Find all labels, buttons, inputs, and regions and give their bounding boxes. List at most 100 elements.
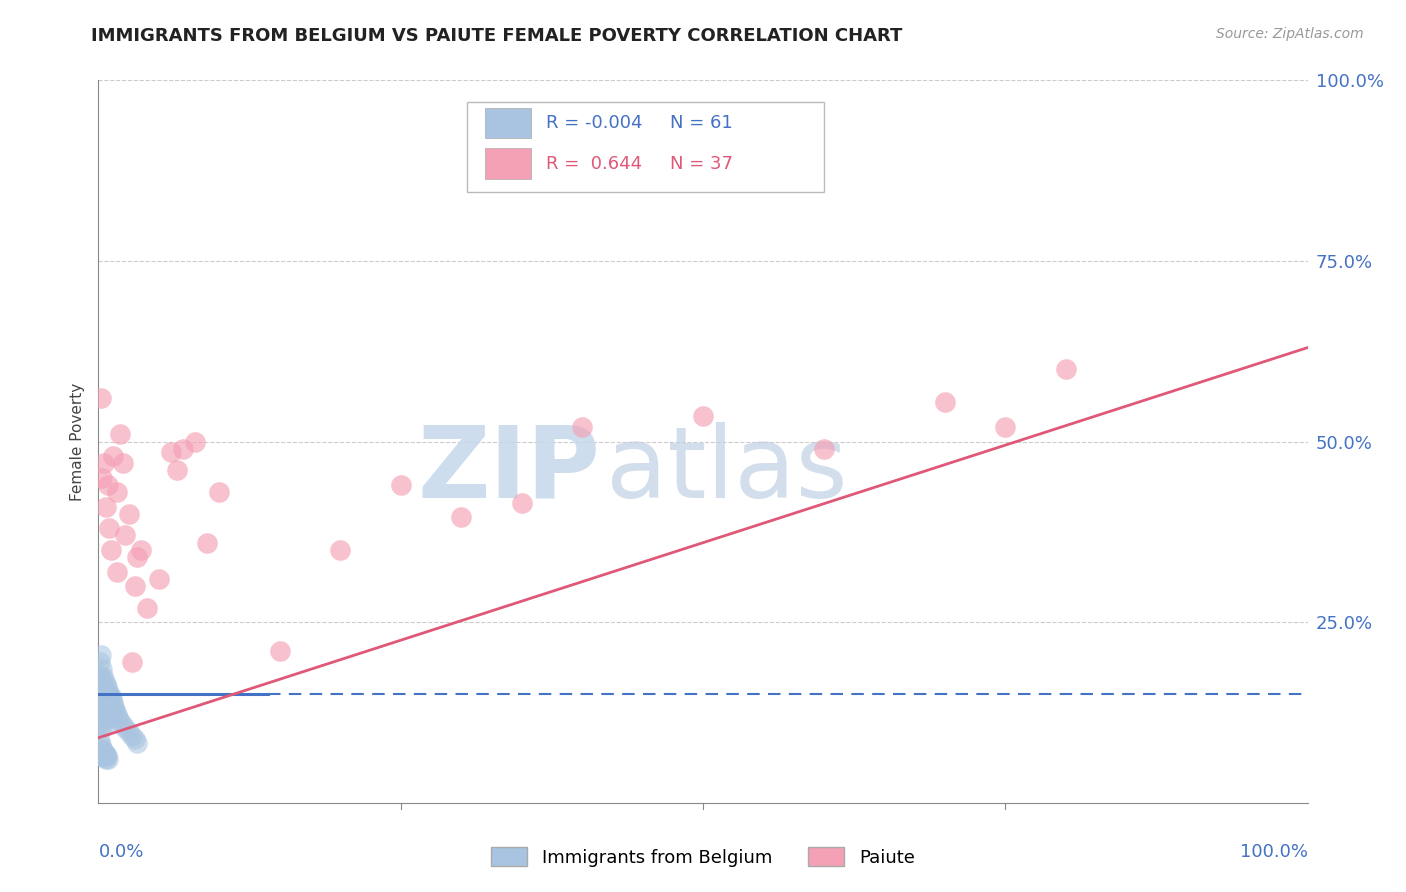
Text: Source: ZipAtlas.com: Source: ZipAtlas.com	[1216, 27, 1364, 41]
Point	[100, 689, 122, 703]
Point	[118, 725, 141, 739]
Point	[510, 496, 533, 510]
Point	[93, 750, 115, 764]
Point	[94, 706, 117, 720]
Point	[91, 744, 114, 758]
Point	[90, 745, 112, 759]
Point	[934, 394, 956, 409]
Text: IMMIGRANTS FROM BELGIUM VS PAIUTE FEMALE POVERTY CORRELATION CHART: IMMIGRANTS FROM BELGIUM VS PAIUTE FEMALE…	[91, 27, 903, 45]
Point	[89, 669, 111, 683]
Point	[114, 722, 136, 736]
Point	[90, 648, 112, 662]
Point	[90, 676, 112, 690]
Point	[91, 695, 114, 709]
Point	[105, 485, 128, 500]
Point	[94, 747, 117, 761]
Point	[121, 655, 143, 669]
Point	[98, 521, 121, 535]
Point	[97, 478, 120, 492]
Point	[91, 680, 114, 694]
Text: N = 37: N = 37	[671, 154, 734, 172]
Text: R = -0.004: R = -0.004	[546, 114, 643, 132]
Point	[994, 420, 1017, 434]
Point	[94, 500, 117, 514]
Point	[100, 542, 122, 557]
Point	[389, 478, 412, 492]
Point	[93, 745, 115, 759]
FancyBboxPatch shape	[485, 148, 531, 178]
Text: R =  0.644: R = 0.644	[546, 154, 643, 172]
Point	[89, 741, 111, 756]
Point	[813, 442, 835, 456]
Point	[129, 542, 152, 557]
Point	[91, 698, 114, 713]
Point	[195, 535, 218, 549]
Point	[208, 485, 231, 500]
Point	[94, 752, 117, 766]
Point	[108, 427, 131, 442]
Point	[89, 748, 111, 763]
Point	[124, 732, 146, 747]
Point	[329, 542, 352, 557]
Text: ZIP: ZIP	[418, 422, 600, 519]
FancyBboxPatch shape	[485, 108, 531, 138]
Text: 100.0%: 100.0%	[1240, 843, 1308, 861]
FancyBboxPatch shape	[467, 102, 824, 193]
Point	[111, 718, 134, 732]
Point	[100, 692, 122, 706]
Point	[172, 442, 194, 456]
Point	[692, 409, 714, 424]
Point	[89, 702, 111, 716]
Legend: Immigrants from Belgium, Paiute: Immigrants from Belgium, Paiute	[484, 840, 922, 874]
Point	[135, 600, 157, 615]
Point	[160, 445, 183, 459]
Text: atlas: atlas	[606, 422, 848, 519]
Point	[90, 391, 112, 405]
Point	[94, 691, 117, 706]
Point	[91, 741, 114, 756]
Point	[91, 718, 114, 732]
Point	[1054, 362, 1077, 376]
Point	[97, 696, 120, 710]
Point	[93, 702, 115, 716]
Point	[90, 713, 112, 727]
Point	[93, 456, 115, 470]
Point	[100, 703, 122, 717]
Point	[93, 687, 115, 701]
Point	[127, 736, 149, 750]
Point	[98, 687, 121, 701]
Point	[91, 683, 114, 698]
Point	[105, 565, 128, 579]
Point	[111, 456, 134, 470]
Point	[105, 706, 128, 721]
Point	[269, 644, 291, 658]
Point	[148, 572, 170, 586]
Text: N = 61: N = 61	[671, 114, 733, 132]
Point	[107, 710, 129, 724]
Point	[103, 699, 125, 714]
Point	[124, 579, 146, 593]
Point	[91, 669, 114, 683]
Point	[94, 676, 117, 690]
Point	[104, 703, 127, 717]
Point	[121, 729, 143, 743]
Point	[91, 470, 114, 484]
Text: 0.0%: 0.0%	[98, 843, 143, 861]
Point	[114, 528, 136, 542]
Point	[127, 550, 149, 565]
Point	[90, 738, 112, 752]
Point	[89, 683, 111, 698]
Point	[89, 734, 111, 748]
Point	[91, 748, 114, 763]
Point	[91, 662, 114, 676]
Point	[184, 434, 207, 449]
Point	[93, 673, 115, 687]
Point	[97, 683, 120, 698]
Point	[89, 655, 111, 669]
Point	[118, 507, 141, 521]
Point	[108, 714, 131, 728]
Point	[571, 420, 593, 434]
Point	[101, 449, 124, 463]
Point	[97, 752, 120, 766]
Point	[96, 695, 118, 709]
